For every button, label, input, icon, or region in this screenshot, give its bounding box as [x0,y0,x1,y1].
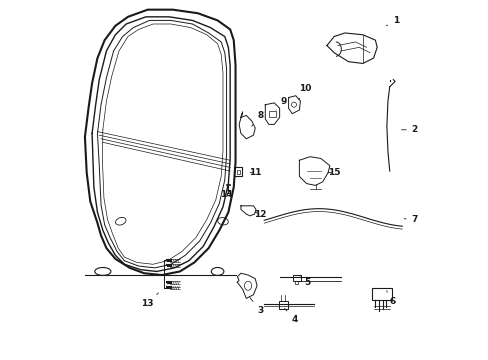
Text: 5: 5 [300,277,310,287]
Text: 9: 9 [276,96,286,110]
Text: 3: 3 [249,298,263,315]
Text: 11: 11 [248,168,261,177]
Text: 14: 14 [220,190,232,199]
Text: 10: 10 [298,84,311,99]
Text: 2: 2 [401,125,417,134]
Bar [234,167,242,176]
Text: 4: 4 [284,308,297,324]
Bar [371,288,391,300]
Text: 6: 6 [386,291,395,306]
Bar [295,282,298,284]
Bar [292,275,300,282]
Text: 1: 1 [386,16,398,26]
Bar [278,301,287,309]
Text: 7: 7 [403,215,417,224]
Bar [236,170,240,174]
Text: 15: 15 [327,168,340,177]
Bar [268,111,276,117]
Text: 13: 13 [141,293,158,308]
Text: 12: 12 [254,210,266,219]
Text: 8: 8 [251,111,263,126]
